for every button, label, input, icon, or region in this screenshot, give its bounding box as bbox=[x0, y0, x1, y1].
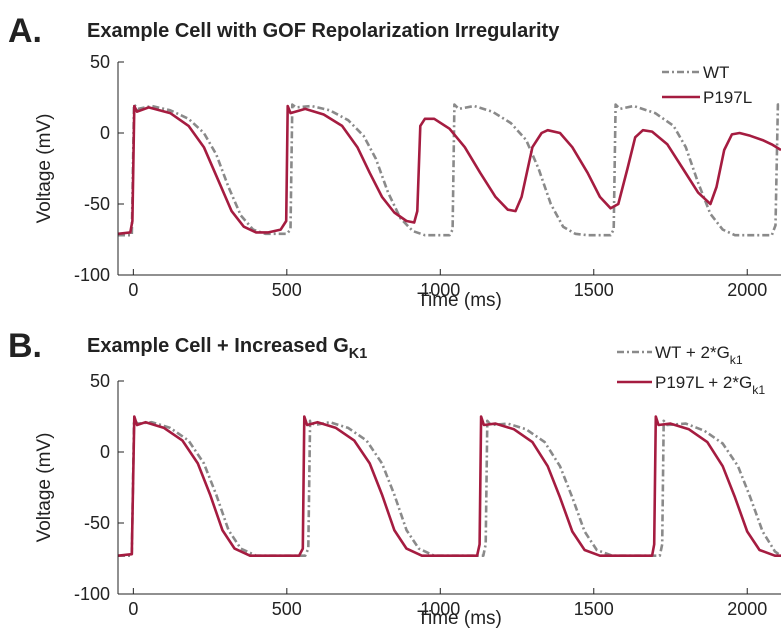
panel-label: A. bbox=[8, 12, 42, 50]
legend-label: WT + 2*Gk1 bbox=[655, 343, 743, 367]
panel-label: B. bbox=[8, 327, 42, 365]
x-tick-label: 2000 bbox=[727, 280, 767, 300]
y-tick-label: 50 bbox=[90, 52, 110, 72]
chart-title: Example Cell + Increased GK1 bbox=[87, 335, 367, 362]
x-tick-label: 0 bbox=[128, 280, 138, 300]
legend-label-main: P197L + 2*G bbox=[655, 373, 752, 392]
x-tick-label: 2000 bbox=[727, 599, 767, 619]
x-tick-label: 1500 bbox=[574, 280, 614, 300]
legend-label-main: WT + 2*G bbox=[655, 343, 730, 362]
x-tick-label: 1500 bbox=[574, 599, 614, 619]
y-tick-label: -100 bbox=[74, 584, 110, 604]
chart-title-main: Example Cell + Increased G bbox=[87, 335, 349, 357]
legend-label: WT bbox=[703, 63, 729, 82]
legend-label-main: P197L bbox=[703, 88, 752, 107]
y-tick-label: -50 bbox=[84, 513, 110, 533]
y-tick-label: -100 bbox=[74, 265, 110, 285]
x-axis-label: Time (ms) bbox=[417, 608, 502, 629]
y-axis-label: Voltage (mV) bbox=[34, 433, 55, 543]
series-line bbox=[118, 419, 781, 557]
x-tick-label: 1000 bbox=[420, 599, 460, 619]
legend-label: P197L bbox=[703, 88, 752, 107]
x-tick-label: 500 bbox=[272, 599, 302, 619]
series-line bbox=[118, 103, 781, 237]
y-tick-label: -50 bbox=[84, 194, 110, 214]
y-tick-label: 50 bbox=[90, 371, 110, 391]
x-tick-label: 1000 bbox=[420, 280, 460, 300]
series-line bbox=[118, 104, 781, 236]
legend-label-sub: k1 bbox=[752, 383, 765, 397]
x-tick-label: 0 bbox=[128, 599, 138, 619]
y-tick-label: 0 bbox=[100, 442, 110, 462]
y-axis-label: Voltage (mV) bbox=[34, 114, 55, 224]
chart-title-sub: K1 bbox=[349, 346, 367, 362]
x-axis-label: Time (ms) bbox=[417, 290, 502, 311]
chart-title-main: Example Cell with GOF Repolarization Irr… bbox=[87, 20, 560, 42]
series-line bbox=[118, 415, 781, 557]
legend-label-main: WT bbox=[703, 63, 729, 82]
x-tick-label: 500 bbox=[272, 280, 302, 300]
legend-label: P197L + 2*Gk1 bbox=[655, 373, 765, 397]
chart-title: Example Cell with GOF Repolarization Irr… bbox=[87, 20, 560, 42]
y-tick-label: 0 bbox=[100, 123, 110, 143]
legend-label-sub: k1 bbox=[730, 353, 743, 367]
